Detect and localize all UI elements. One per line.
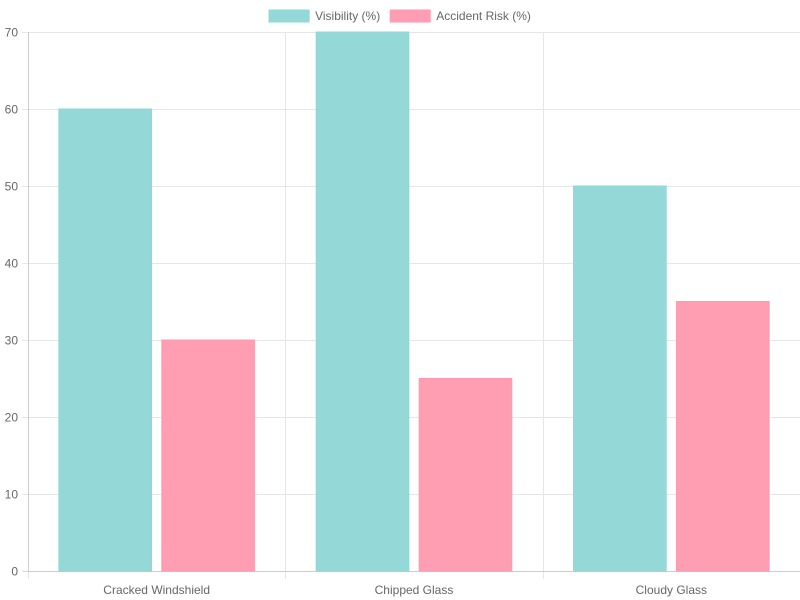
- legend: Visibility (%) Accident Risk (%): [268, 9, 531, 23]
- bar-visibility-0[interactable]: [58, 108, 153, 572]
- legend-swatch: [389, 9, 431, 23]
- bar-visibility-2[interactable]: [573, 185, 667, 572]
- y-axis-tick-labels: 0 10 20 30 40 50 60 70: [5, 26, 19, 579]
- legend-label: Accident Risk (%): [436, 9, 531, 23]
- y-tick-label: 20: [5, 411, 19, 425]
- y-tick-label: 60: [5, 103, 19, 117]
- bar-accident-risk-1[interactable]: [418, 378, 513, 572]
- y-tick-label: 40: [5, 257, 19, 271]
- y-tick-label: 70: [5, 26, 19, 40]
- bar-accident-risk-0[interactable]: [161, 339, 255, 572]
- x-tick-label: Cracked Windshield: [103, 583, 210, 597]
- legend-label: Visibility (%): [315, 9, 380, 23]
- x-axis-tick-labels: Cracked Windshield Chipped Glass Cloudy Gl…: [103, 583, 707, 597]
- y-tick-label: 0: [11, 565, 18, 579]
- legend-swatch: [268, 9, 310, 23]
- axes: [28, 32, 800, 572]
- y-tick-label: 10: [5, 488, 19, 502]
- bars: [58, 31, 770, 572]
- legend-item-visibility[interactable]: Visibility (%): [268, 9, 380, 23]
- bar-visibility-1[interactable]: [315, 31, 410, 572]
- y-tick-label: 50: [5, 180, 19, 194]
- legend-item-accident-risk[interactable]: Accident Risk (%): [389, 9, 531, 23]
- y-tick-label: 30: [5, 334, 19, 348]
- bar-accident-risk-2[interactable]: [675, 301, 770, 572]
- x-tick-label: Cloudy Glass: [636, 583, 707, 597]
- x-tick-label: Chipped Glass: [375, 583, 454, 597]
